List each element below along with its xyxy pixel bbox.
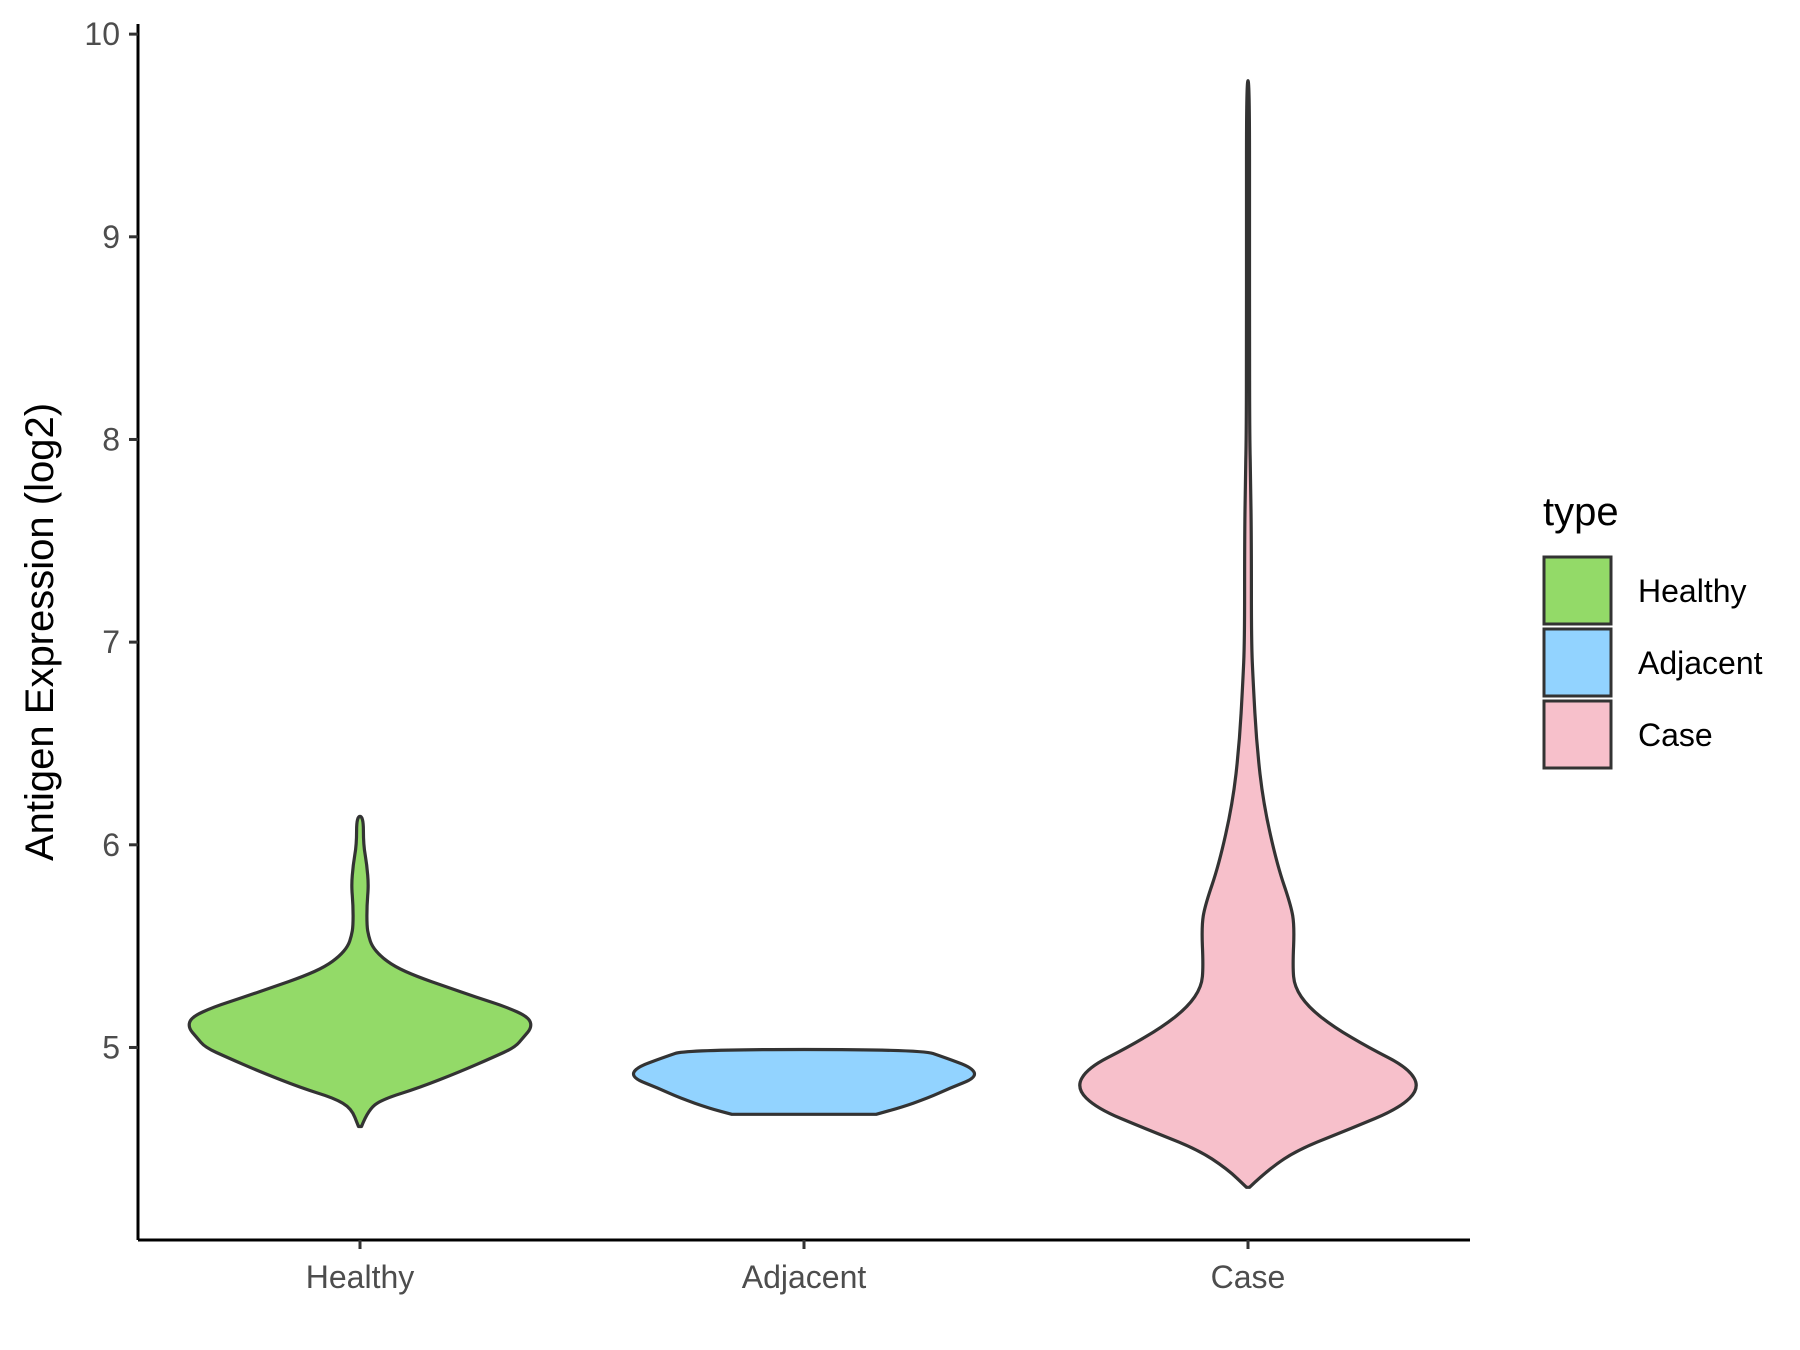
y-tick-label: 7 (102, 624, 120, 660)
violin-adjacent (631, 1047, 977, 1116)
legend-title: type (1543, 490, 1619, 534)
violin-healthy (187, 814, 533, 1129)
y-axis-title: Antigen Expression (log2) (18, 403, 62, 861)
y-tick-label: 8 (102, 421, 120, 457)
legend-label-healthy: Healthy (1638, 573, 1747, 609)
x-tick-label: Adjacent (742, 1259, 867, 1295)
x-tick-label: Case (1211, 1259, 1286, 1295)
legend-label-case: Case (1638, 717, 1713, 753)
y-tick-label: 10 (84, 16, 120, 52)
violins-layer (187, 79, 1418, 1189)
axes-layer: 5 6 7 8 9 10 Healthy Adjacent Case (84, 16, 1470, 1295)
violin-case (1078, 79, 1418, 1189)
y-tick-label: 6 (102, 827, 120, 863)
legend: type Healthy Adjacent Case (1542, 490, 1763, 770)
y-tick-label: 9 (102, 219, 120, 255)
legend-swatch-healthy (1542, 555, 1613, 626)
legend-label-adjacent: Adjacent (1638, 645, 1763, 681)
x-tick-label: Healthy (306, 1259, 415, 1295)
y-tick-label: 5 (102, 1029, 120, 1065)
legend-swatch-adjacent (1542, 627, 1613, 698)
legend-swatch-case (1542, 699, 1613, 770)
